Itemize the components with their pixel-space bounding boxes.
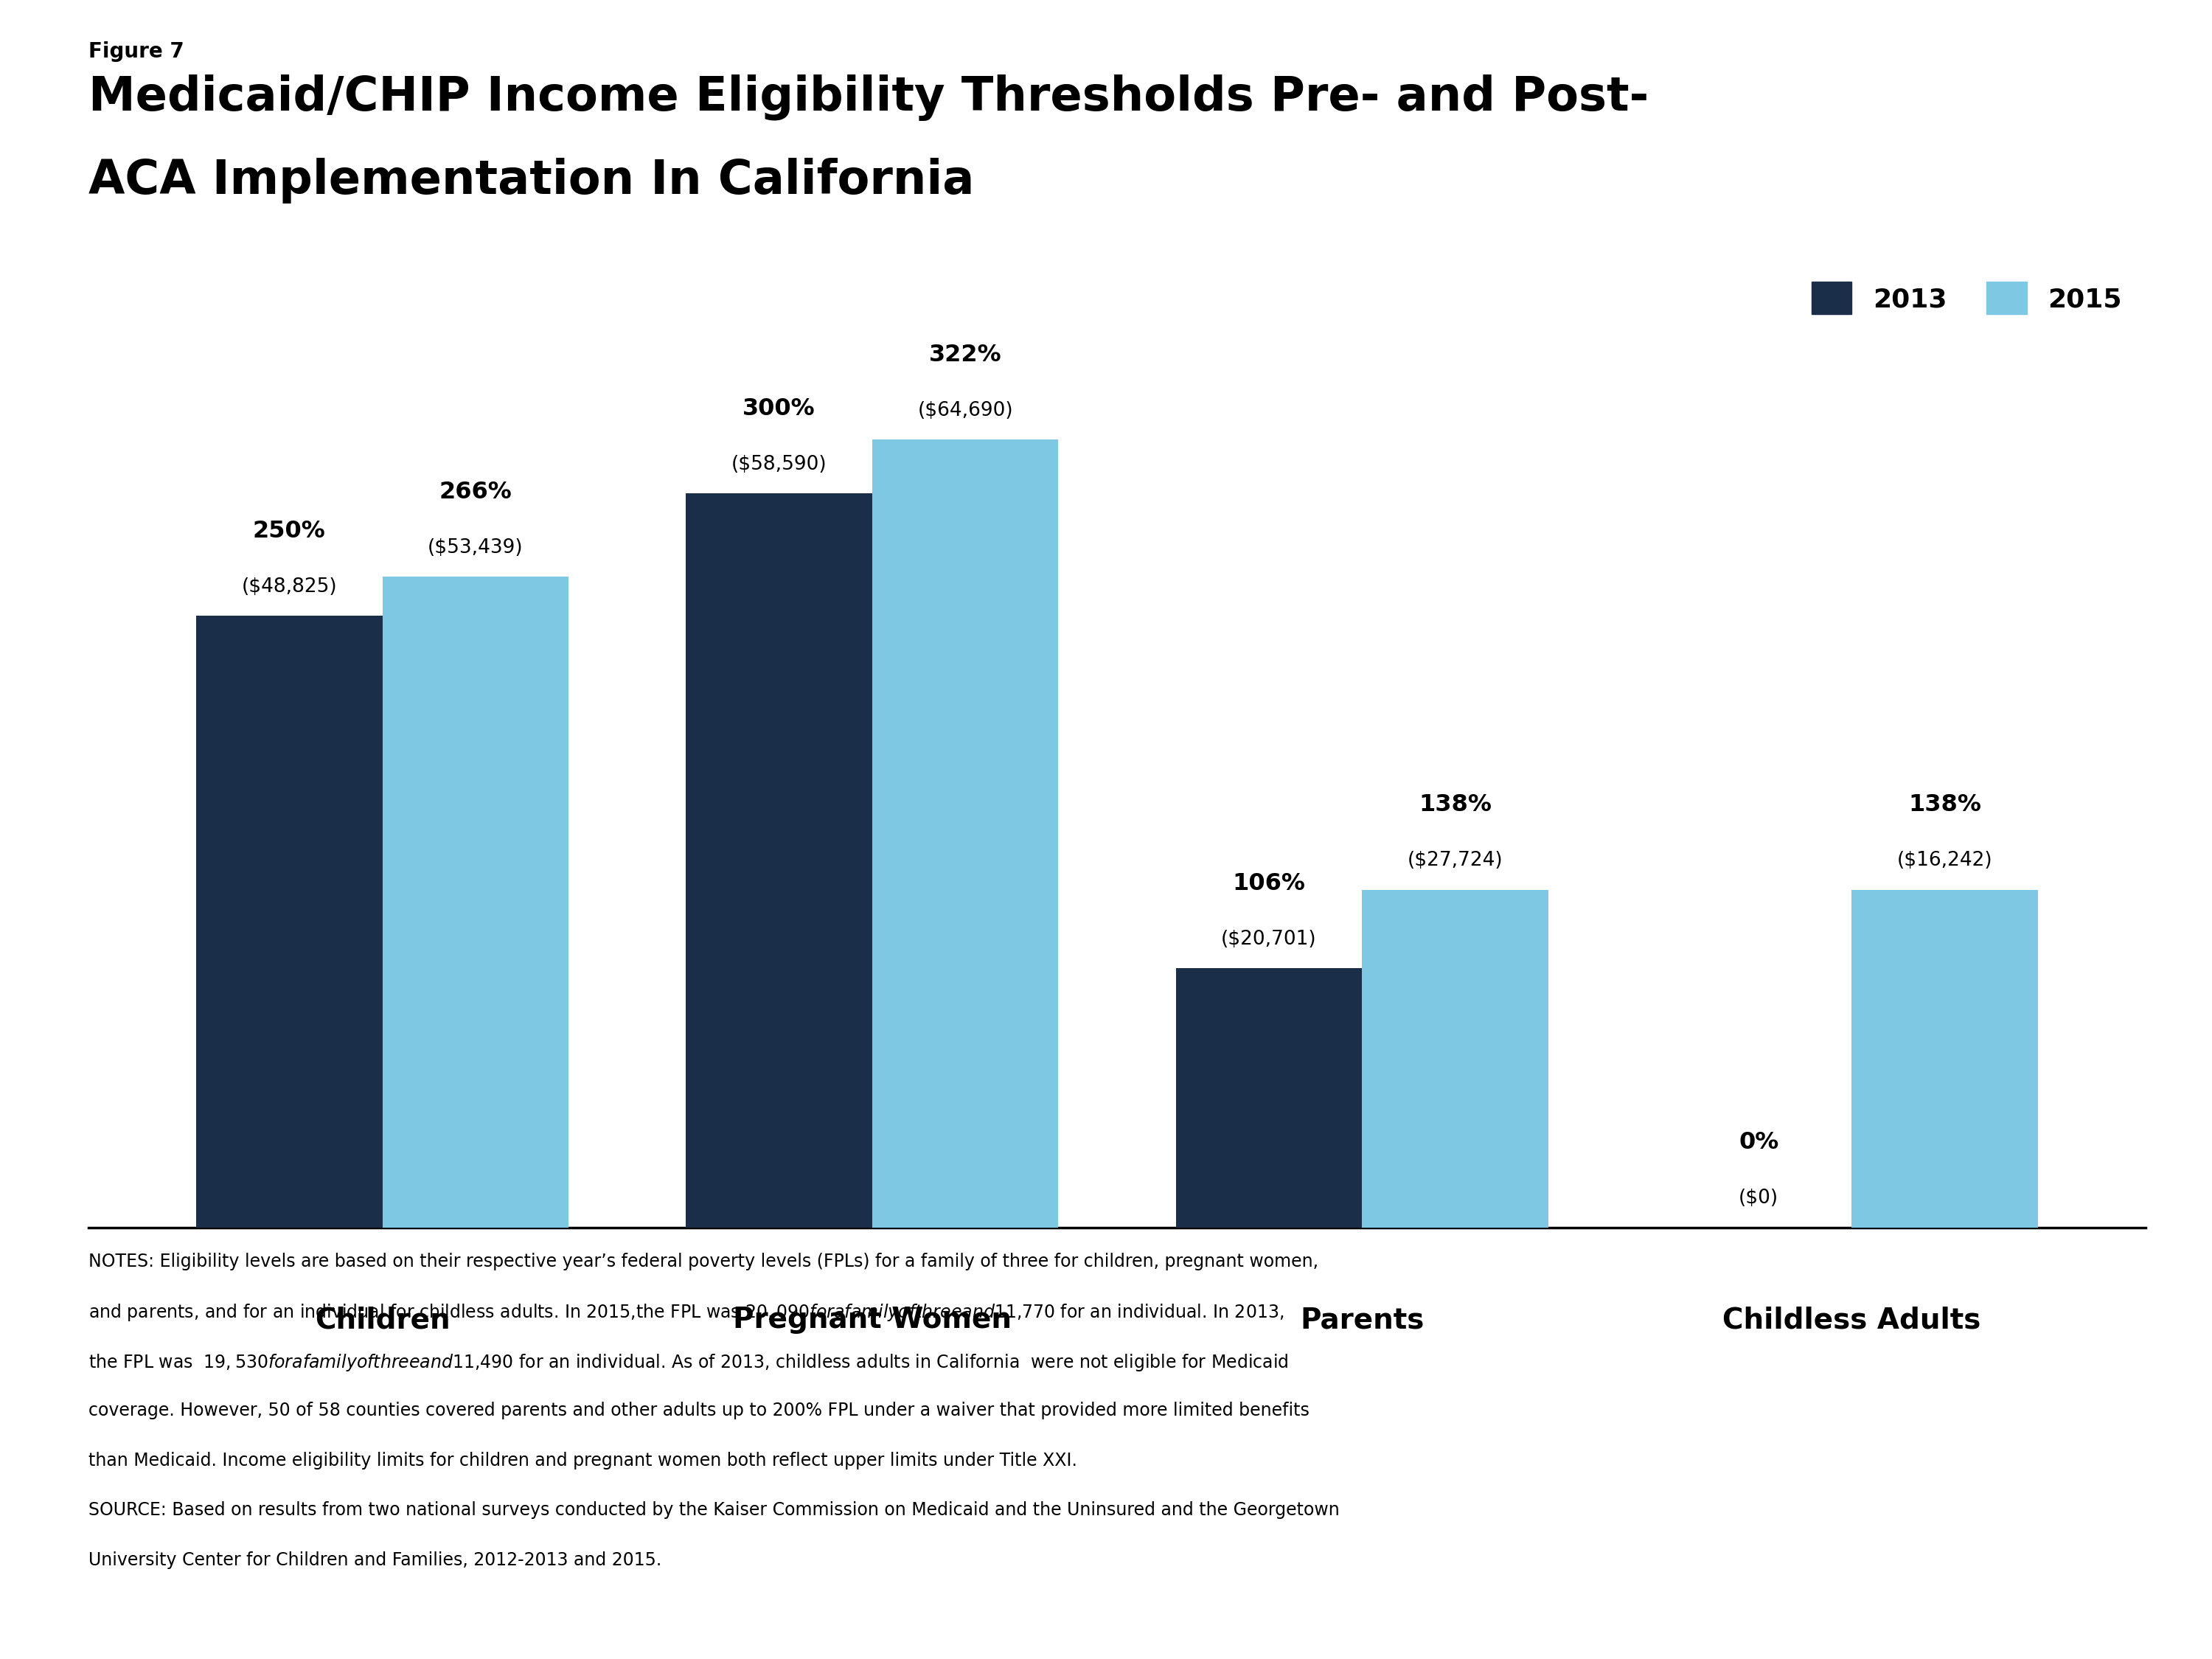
Text: the FPL was  $19,530 for a family of three and $11,490 for an individual. As of : the FPL was $19,530 for a family of thre… <box>88 1352 1287 1372</box>
Bar <box>872 440 1057 1228</box>
Text: 106%: 106% <box>1232 873 1305 894</box>
Text: Pregnant Women: Pregnant Women <box>732 1306 1011 1334</box>
Text: ($16,242): ($16,242) <box>1898 851 1993 871</box>
Bar <box>383 577 568 1228</box>
Text: ($64,690): ($64,690) <box>918 401 1013 420</box>
Text: Children: Children <box>314 1306 449 1334</box>
Text: 138%: 138% <box>1418 793 1491 816</box>
Text: SOURCE: Based on results from two national surveys conducted by the Kaiser Commi: SOURCE: Based on results from two nation… <box>88 1501 1340 1520</box>
Text: ($58,590): ($58,590) <box>732 455 827 474</box>
Text: Medicaid/CHIP Income Eligibility Thresholds Pre- and Post-: Medicaid/CHIP Income Eligibility Thresho… <box>88 75 1648 121</box>
Text: 0%: 0% <box>1739 1131 1778 1155</box>
Bar <box>686 494 872 1228</box>
Text: 322%: 322% <box>929 343 1002 367</box>
Text: Childless Adults: Childless Adults <box>1723 1306 1982 1334</box>
Text: ($53,439): ($53,439) <box>427 538 524 557</box>
Text: ($48,825): ($48,825) <box>241 577 336 596</box>
Bar <box>1851 889 2037 1228</box>
Text: ($20,701): ($20,701) <box>1221 929 1316 949</box>
Text: 250%: 250% <box>252 519 325 542</box>
Text: NOTES: Eligibility levels are based on their respective year’s federal poverty l: NOTES: Eligibility levels are based on t… <box>88 1253 1318 1271</box>
Text: 300%: 300% <box>743 397 816 420</box>
Text: FAMILY: FAMILY <box>1991 1505 2086 1530</box>
Text: coverage. However, 50 of 58 counties covered parents and other adults up to 200%: coverage. However, 50 of 58 counties cov… <box>88 1402 1310 1420</box>
Text: Parents: Parents <box>1301 1306 1425 1334</box>
Text: 266%: 266% <box>438 481 511 503</box>
Text: FOUNDATION: FOUNDATION <box>1971 1573 2106 1591</box>
Text: Figure 7: Figure 7 <box>88 41 184 61</box>
Text: THE HENRY J.: THE HENRY J. <box>1989 1372 2088 1385</box>
Bar <box>197 615 383 1228</box>
Text: ($27,724): ($27,724) <box>1407 851 1502 871</box>
Text: 138%: 138% <box>1909 793 1982 816</box>
Legend: 2013, 2015: 2013, 2015 <box>1812 282 2121 314</box>
Text: and parents, and for an individual for childless adults. In 2015,the FPL was $20: and parents, and for an individual for c… <box>88 1302 1283 1322</box>
Text: University Center for Children and Families, 2012-2013 and 2015.: University Center for Children and Famil… <box>88 1551 661 1569</box>
Text: KAISER: KAISER <box>1971 1433 2106 1467</box>
Text: ($0): ($0) <box>1739 1190 1778 1208</box>
Text: ACA Implementation In California: ACA Implementation In California <box>88 158 973 204</box>
Bar <box>1177 969 1363 1228</box>
Bar <box>1363 889 1548 1228</box>
Text: than Medicaid. Income eligibility limits for children and pregnant women both re: than Medicaid. Income eligibility limits… <box>88 1452 1077 1470</box>
